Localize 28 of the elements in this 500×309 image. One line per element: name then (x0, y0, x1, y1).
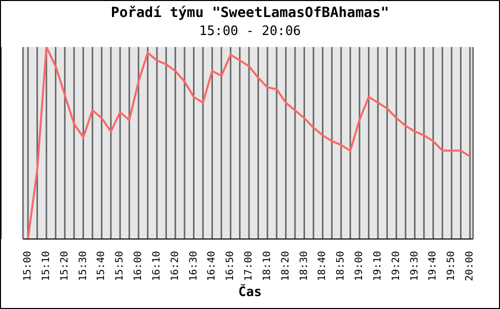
x-tick-label: 19:20 (390, 251, 402, 282)
x-tick-label: 15:00 (22, 251, 34, 282)
x-tick-label: 18:10 (262, 251, 273, 282)
x-axis-title: Čas (237, 285, 263, 300)
x-tick-label: 15:50 (114, 251, 126, 282)
x-tick-label: 20:00 (464, 251, 476, 282)
x-tick-label: 19:10 (372, 251, 384, 282)
x-tick-label: 16:50 (225, 251, 236, 282)
x-tick-label: 16:10 (151, 251, 162, 282)
x-tick-label: 19:30 (409, 251, 420, 282)
x-tick-label: 15:10 (40, 251, 52, 282)
x-tick-label: 16:40 (206, 251, 218, 282)
x-tick-label: 18:20 (280, 251, 292, 282)
chart-title: Pořadí týmu "SweetLamasOfBAhamas" (110, 5, 390, 21)
x-tick-label: 15:20 (59, 251, 70, 282)
x-tick-label: 15:30 (78, 251, 89, 282)
x-tick-label: 19:40 (428, 251, 439, 282)
x-tick-label: 18:30 (298, 251, 310, 282)
x-tick-label: 16:00 (133, 251, 144, 282)
x-tick-label: 16:20 (170, 251, 181, 282)
x-tick-label: 18:50 (336, 251, 347, 282)
chart-subtitle: 15:00 - 20:06 (198, 24, 302, 39)
x-tick-label: 15:40 (96, 251, 108, 282)
x-tick-label: 17:00 (244, 251, 254, 282)
x-tick-label: 19:50 (446, 251, 458, 282)
x-tick-label: 19:00 (354, 251, 365, 282)
x-tick-label: 16:30 (188, 251, 200, 282)
x-tick-label: 18:40 (317, 251, 328, 282)
